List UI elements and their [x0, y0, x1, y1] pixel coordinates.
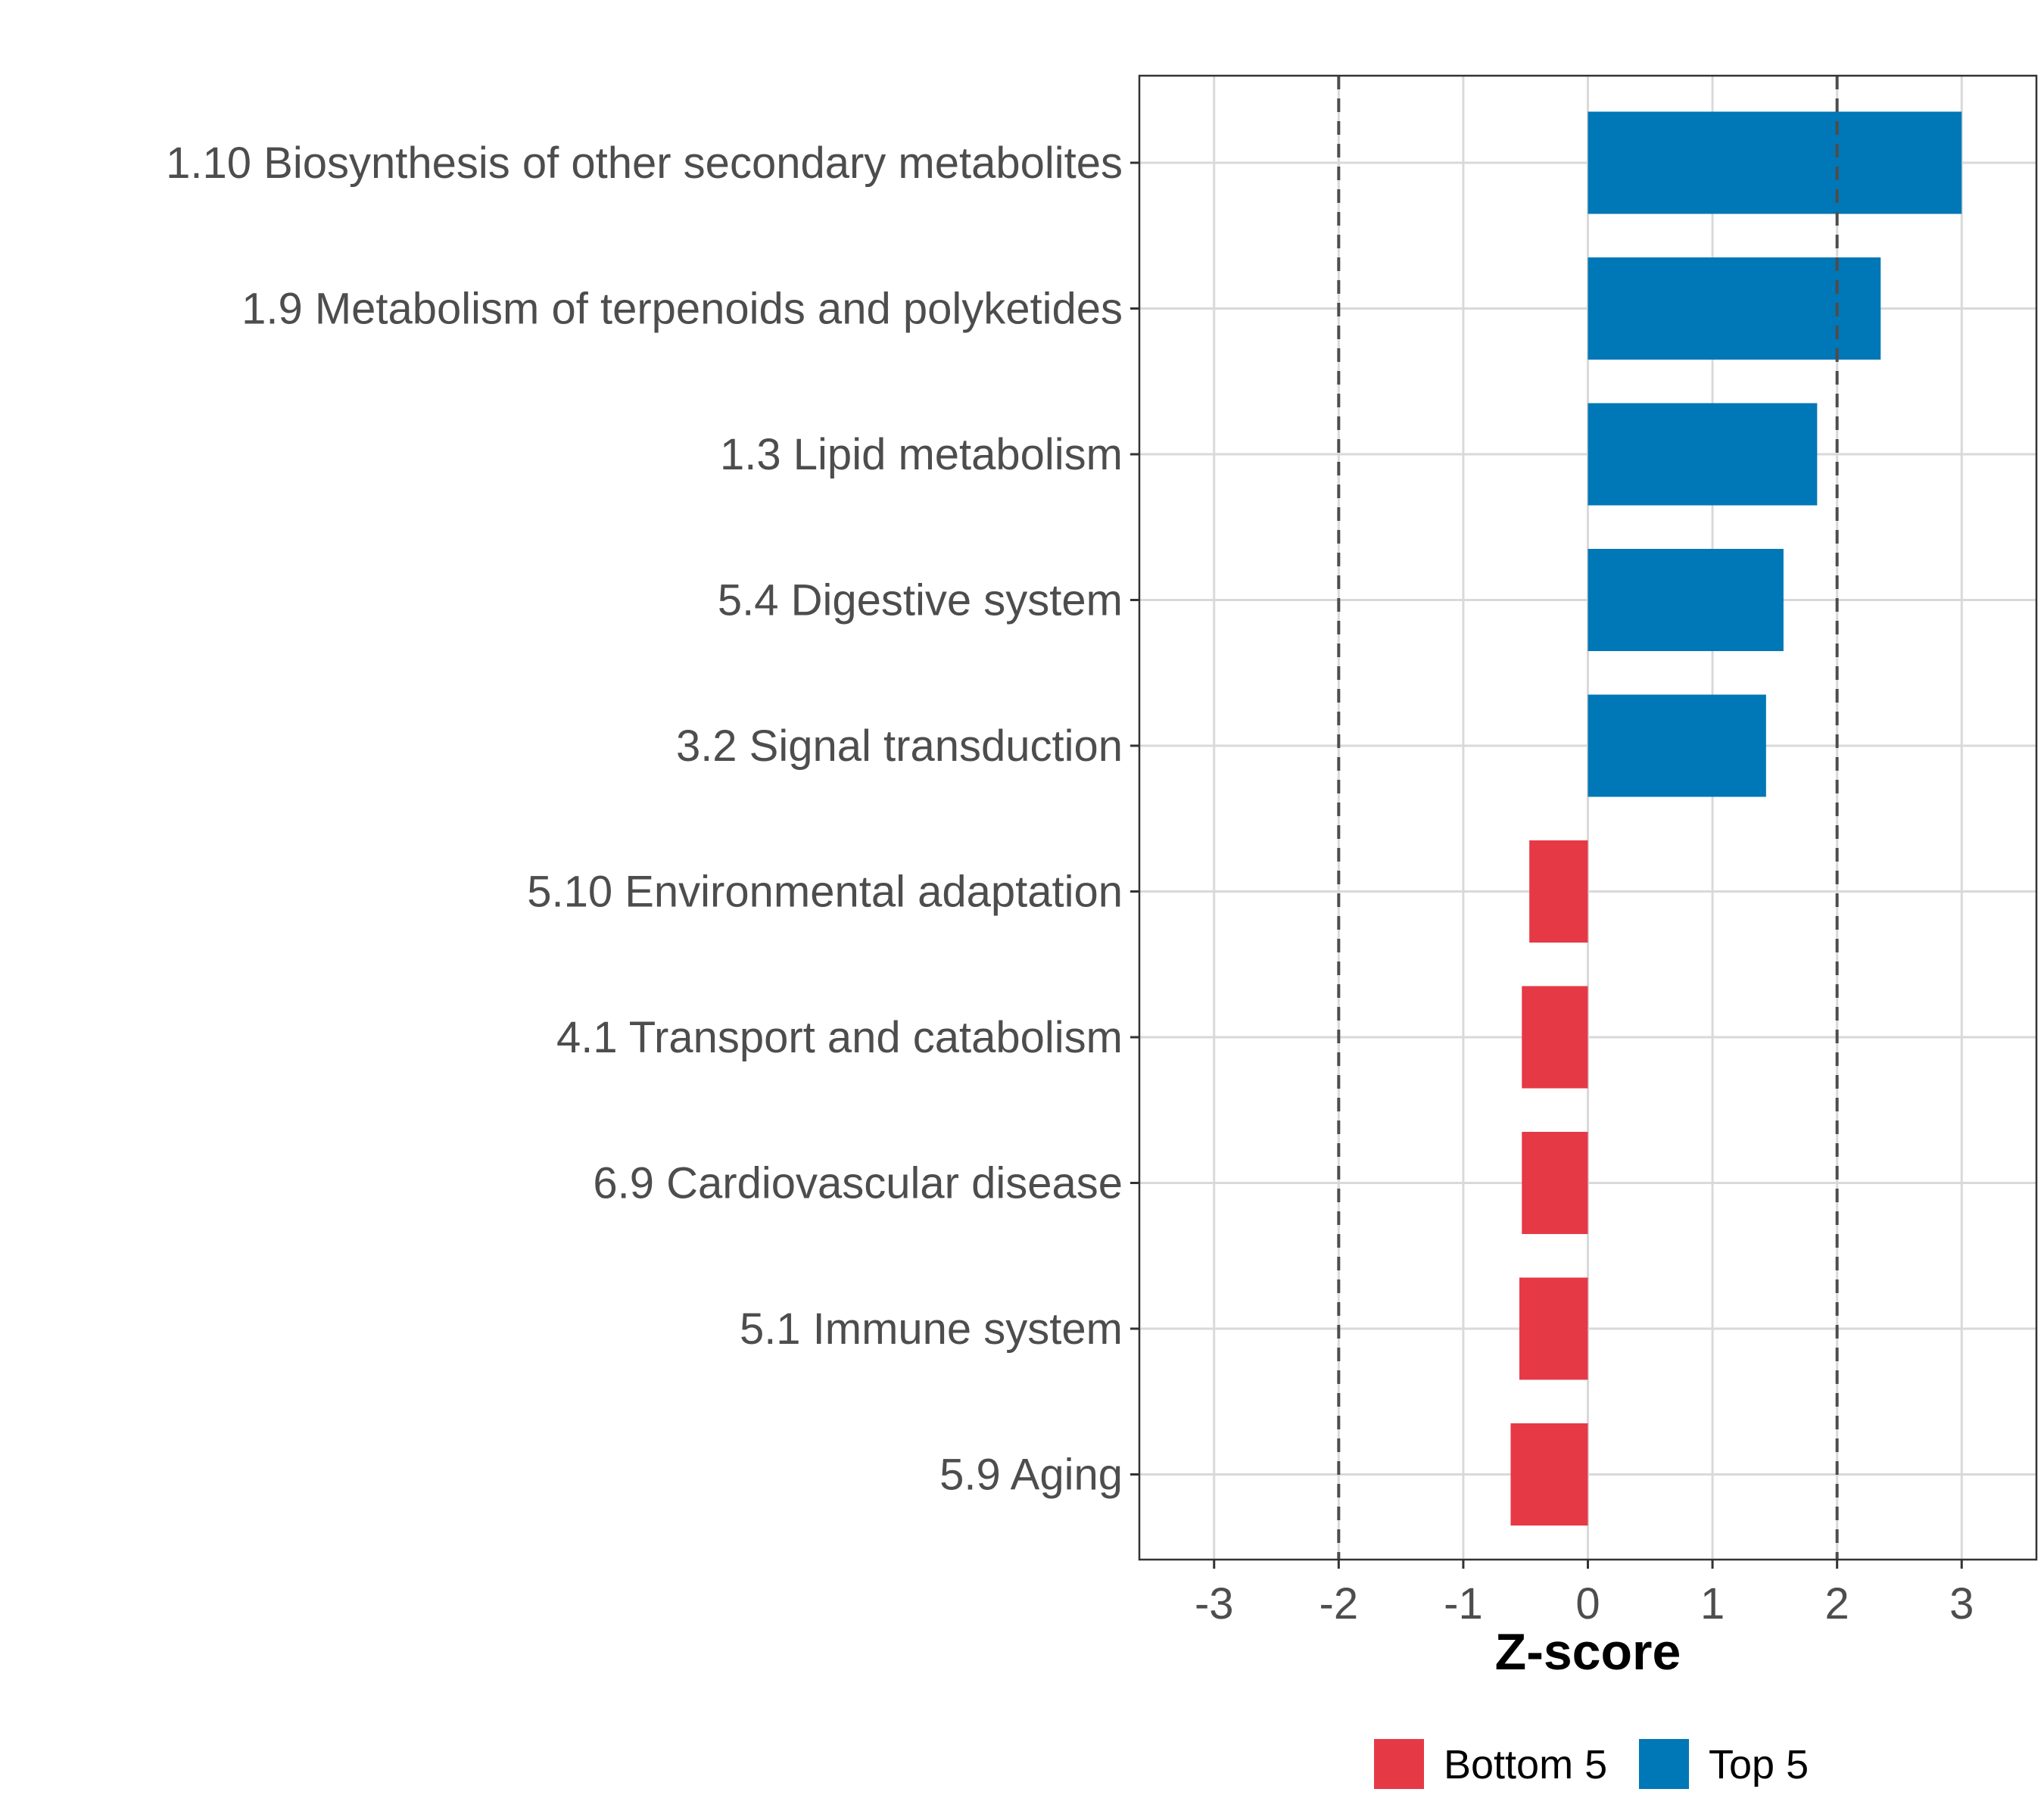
category-label-7: 6.9 Cardiovascular disease: [593, 1159, 1123, 1208]
legend-label-0: Bottom 5: [1444, 1742, 1607, 1787]
category-label-0: 1.10 Biosynthesis of other secondary met…: [166, 139, 1123, 188]
axis-ticks: [1130, 161, 1963, 1569]
bar-4: [1588, 694, 1766, 797]
legend-swatch-1: [1639, 1739, 1689, 1789]
bar-0: [1588, 111, 1962, 214]
category-label-5: 5.10 Environmental adaptation: [527, 868, 1123, 917]
category-label-4: 3.2 Signal transduction: [676, 722, 1123, 771]
x-tick-label-0: -3: [1195, 1579, 1234, 1628]
category-label-1: 1.9 Metabolism of terpenoids and polyket…: [241, 285, 1123, 334]
bar-7: [1522, 1132, 1588, 1234]
x-tick-label-3: 0: [1575, 1579, 1600, 1628]
bar-3: [1588, 549, 1784, 651]
x-tick-label-5: 2: [1825, 1579, 1849, 1628]
category-label-9: 5.9 Aging: [939, 1451, 1123, 1500]
bar-2: [1588, 403, 1818, 506]
legend-label-1: Top 5: [1709, 1742, 1809, 1787]
bars: [1510, 111, 1962, 1526]
bar-6: [1522, 986, 1588, 1089]
bar-8: [1519, 1277, 1588, 1380]
category-label-2: 1.3 Lipid metabolism: [720, 430, 1123, 479]
legend-swatch-0: [1374, 1739, 1424, 1789]
bar-1: [1588, 257, 1881, 360]
reference-lines: [1337, 76, 1839, 1560]
category-label-8: 5.1 Immune system: [740, 1304, 1123, 1354]
x-axis-title: Z-score: [1495, 1623, 1681, 1681]
bar-5: [1529, 840, 1588, 943]
legend: Bottom 5 Top 5: [1374, 1739, 1809, 1789]
x-tick-label-2: -1: [1444, 1579, 1483, 1628]
category-labels: 1.10 Biosynthesis of other secondary met…: [166, 139, 1123, 1500]
x-tick-labels: -3 -2 -1 0 1 2 3: [1195, 1579, 1974, 1628]
x-tick-label-1: -2: [1320, 1579, 1359, 1628]
x-tick-label-6: 3: [1949, 1579, 1974, 1628]
category-label-3: 5.4 Digestive system: [718, 576, 1123, 625]
category-label-6: 4.1 Transport and catabolism: [556, 1013, 1123, 1062]
bar-9: [1510, 1423, 1588, 1526]
x-tick-label-4: 1: [1700, 1579, 1725, 1628]
